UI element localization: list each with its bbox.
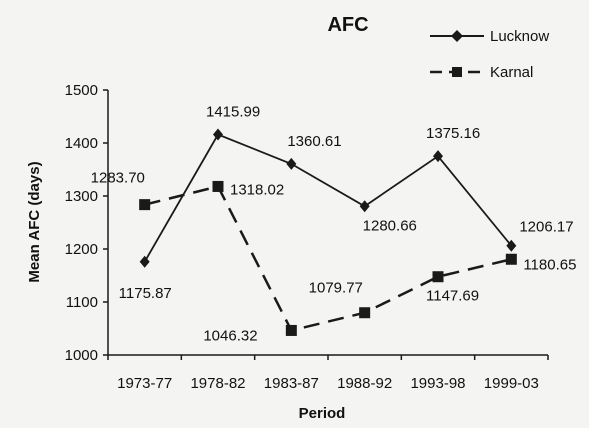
x-tick-label: 1988-92 [337, 375, 392, 392]
data-label-karnal: 1079.77 [309, 280, 363, 297]
data-point-lucknow [506, 239, 517, 252]
legend-marker-karnal [452, 67, 462, 77]
data-label-karnal: 1147.69 [426, 288, 479, 305]
data-label-karnal: 1318.02 [230, 181, 284, 198]
data-point-karnal [212, 180, 224, 192]
y-tick-label: 1200 [65, 241, 98, 258]
data-label-lucknow: 1375.16 [426, 125, 480, 142]
data-point-lucknow [433, 150, 443, 163]
data-point-lucknow [359, 200, 370, 213]
series-line-karnal [144, 184, 512, 332]
y-tick-label: 1500 [65, 82, 98, 99]
data-point-karnal [432, 271, 444, 283]
data-label-lucknow: 1360.61 [287, 133, 341, 150]
y-axis-title: Mean AFC (days) [26, 161, 43, 282]
data-label-lucknow: 1175.87 [119, 285, 172, 302]
data-label-karnal: 1283.70 [91, 170, 145, 187]
data-point-karnal [505, 253, 517, 265]
x-axis-title: Period [299, 405, 346, 422]
y-tick-label: 1100 [66, 294, 98, 311]
legend-label-lucknow: Lucknow [490, 28, 549, 45]
y-tick-label: 1400 [65, 135, 98, 152]
axes: 1000 1100 1200 1300 1400 1500 1973-77 1978-82 19… [65, 82, 549, 392]
data-point-lucknow [213, 128, 223, 141]
legend: Lucknow Karnal [430, 28, 549, 81]
x-tick-label: 1978-82 [190, 375, 245, 392]
data-label-karnal: 1180.65 [523, 256, 576, 273]
y-tick-label: 1300 [65, 188, 98, 205]
x-tick-label: 1999-03 [484, 375, 539, 392]
chart-title: AFC [327, 14, 368, 36]
legend-marker-lucknow [451, 30, 463, 42]
data-point-lucknow [286, 157, 297, 170]
data-label-lucknow: 1415.99 [206, 104, 260, 121]
data-point-lucknow [139, 255, 150, 268]
data-point-karnal [139, 199, 151, 211]
data-label-karnal: 1046.32 [203, 327, 257, 344]
x-tick-label: 1973-77 [117, 375, 172, 392]
data-label-lucknow: 1280.66 [363, 217, 417, 234]
series-line-lucknow [143, 133, 513, 263]
data-point-karnal [285, 324, 297, 336]
x-tick-label: 1983-87 [264, 375, 319, 392]
data-label-lucknow: 1206.17 [519, 219, 573, 236]
legend-label-karnal: Karnal [490, 64, 533, 81]
y-tick-label: 1000 [65, 347, 98, 364]
data-point-karnal [359, 307, 371, 319]
x-tick-label: 1993-98 [410, 375, 465, 392]
plot-area: 1175.87 1415.99 1360.61 1280.66 1375.16 1206.… [91, 104, 577, 345]
